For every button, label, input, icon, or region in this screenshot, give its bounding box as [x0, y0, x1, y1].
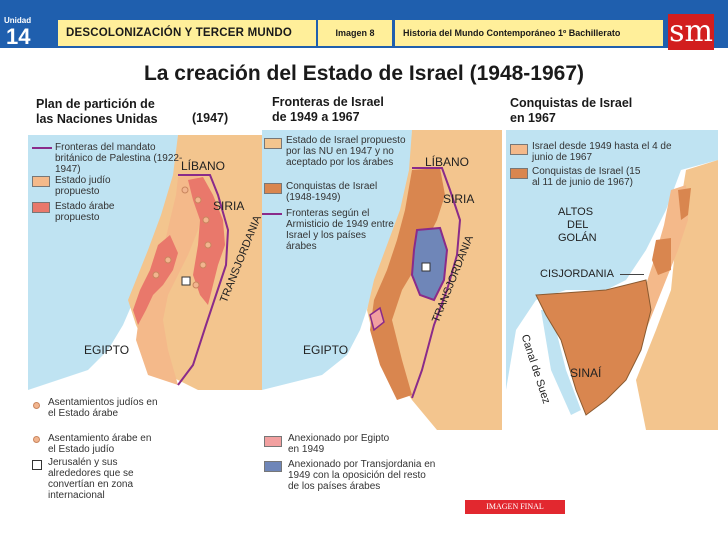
map3-heading-line1: Conquistas de Israel [510, 96, 633, 110]
map2-svg [262, 130, 502, 430]
header-title-tab: DESCOLONIZACIÓN Y TERCER MUNDO [58, 20, 316, 46]
map1-label-libano: LÍBANO [181, 159, 226, 173]
final-image-button[interactable]: IMAGEN FINAL [465, 500, 565, 514]
map1-legend-jewish: Estado judío propuesto [55, 175, 111, 197]
map3-legend-israel-swatch [510, 144, 528, 155]
map1-label-siria: SIRIA [213, 199, 245, 213]
map3-label-sinai: SINAÍ [570, 366, 602, 380]
map1-legend-settlement-dot [33, 402, 40, 409]
map2-conquests [370, 168, 445, 400]
map3-gulf [541, 310, 581, 415]
map2-legend-proposed-swatch [264, 138, 282, 149]
map1-heading-line1: Plan de partición de [36, 97, 155, 111]
map2-sea [262, 130, 412, 390]
map2-legend-proposed: Estado de Israel propuesto por las NU en… [286, 135, 406, 168]
course-tab: Historia del Mundo Contemporáneo 1º Bach… [395, 20, 663, 46]
map2-legend-armistice: Fronteras según el Armisticio de 1949 en… [286, 208, 394, 252]
image-number-tab: Imagen 8 [318, 20, 392, 46]
map3-cisjordania-pointer [620, 274, 644, 275]
map3-label-del: DEL [567, 219, 589, 231]
map3-label-altos: ALTOS [558, 206, 594, 218]
map2-legend-conquests-swatch [264, 183, 282, 194]
map1-legend-border-swatch [32, 147, 52, 149]
map3-legend-conquests-swatch [510, 168, 528, 179]
map1-svg [28, 135, 266, 390]
map3-golan [678, 188, 691, 220]
map1-year: (1947) [192, 111, 229, 125]
map2-label-siria: SIRIA [443, 192, 475, 206]
map1-legend-settlements: Asentamientos judíos en el Estado árabe [48, 397, 158, 419]
map1-sea [28, 135, 178, 390]
map1-legend-arab-swatch [32, 202, 50, 213]
map3-land-east [636, 160, 718, 430]
publisher-logo: sm [668, 14, 714, 50]
map2-legend-border-swatch [262, 213, 282, 215]
map2-heading-line1: Fronteras de Israel [272, 95, 384, 109]
map3-sea [506, 130, 718, 390]
unit-label: Unidad [4, 16, 32, 25]
map2-label-libano: LÍBANO [425, 155, 470, 169]
map3-label-cisjordania: CISJORDANIA [540, 268, 614, 280]
map1-arab-state-east [188, 177, 225, 305]
map3-sinai [535, 279, 652, 416]
map3-label-golan: GOLÁN [558, 232, 597, 244]
map1-jewish-state [136, 175, 203, 385]
map3-cisjordania [652, 238, 671, 275]
map2-heading-line2: de 1949 a 1967 [272, 110, 360, 124]
map1-legend-jewish-swatch [32, 176, 50, 187]
map1-label-egipto: EGIPTO [84, 343, 130, 357]
map2-jerusalem [421, 262, 431, 272]
map3-heading-line2: en 1967 [510, 111, 556, 125]
map2-label-egipto: EGIPTO [303, 343, 349, 357]
map1-legend-arab-settlement: Asentamiento árabe en el Estado judío [48, 433, 152, 455]
page-title: La creación del Estado de Israel (1948-1… [143, 62, 585, 85]
map3-legend-israel: Israel desde 1949 hasta el 4 de junio de… [532, 141, 672, 163]
unit-box [2, 14, 46, 48]
map2-legend-jordan-swatch [264, 461, 282, 472]
map2-legend-egypt-swatch [264, 436, 282, 447]
map1-legend-mandate: Fronteras del mandato británico de Pales… [55, 142, 183, 175]
map1-jerusalem [181, 276, 191, 286]
map3-svg [506, 130, 718, 430]
unit-number: 14 [6, 24, 31, 49]
map1-legend-arab-settlement-dot [33, 436, 40, 443]
map2-legend-conquests: Conquistas de Israel (1948-1949) [286, 181, 378, 203]
map2-legend-jordan: Anexionado por Transjordania en 1949 con… [288, 459, 436, 492]
map2-armistice-border [411, 167, 462, 399]
map1-mandate-border [177, 174, 230, 386]
map1-heading-line2: las Naciones Unidas [36, 112, 158, 126]
map1-legend-jerusalem: Jerusalén y sus alrededores que se conve… [48, 457, 134, 501]
map2-legend-egypt: Anexionado por Egipto en 1949 [288, 433, 390, 455]
map1-legend-jerusalem-box [32, 460, 42, 470]
map1-legend-arab: Estado árabe propuesto [55, 201, 115, 223]
map3-legend-conquests: Conquistas de Israel (15 al 11 de junio … [532, 166, 641, 188]
